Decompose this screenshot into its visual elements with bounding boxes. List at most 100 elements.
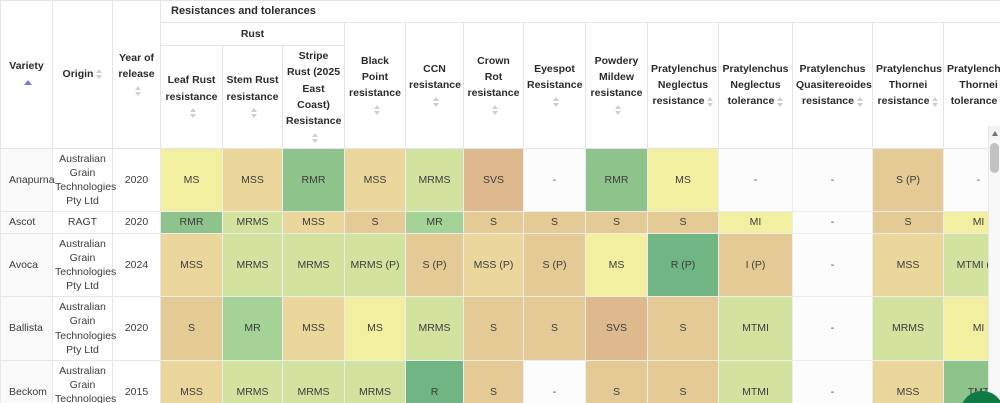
variety-cell: Ballista (0, 296, 53, 361)
sort-icon (932, 96, 939, 107)
column-header-pratylenchus-thornei-tolerance[interactable]: Pratylenchus Thornei tolerance (942, 22, 1000, 149)
rating-cell: MRMS (222, 211, 283, 234)
sort-asc-icon (24, 80, 32, 86)
rating-cell: MTMI (718, 359, 793, 403)
sort-icon (312, 132, 318, 143)
rating-cell: MSS (160, 232, 223, 298)
column-header-pratylenchus-neglectus-resistance[interactable]: Pratylenchus Neglectus resistance (647, 22, 719, 149)
rating-cell: - (792, 232, 873, 298)
rating-cell: MS (585, 232, 648, 298)
group-header-rust: Rust (160, 22, 345, 47)
rating-cell: RMR (585, 147, 648, 213)
origin-cell: Australian Grain Technologies Pty Ltd (52, 147, 116, 213)
chevron-up-icon (991, 130, 998, 136)
rating-cell: MRMS (P) (344, 232, 406, 298)
column-header-variety[interactable]: Variety (0, 0, 53, 149)
rating-cell: MRMS (344, 359, 406, 403)
rating-cell: SVS (585, 296, 648, 361)
column-header-eyespot[interactable]: Eyespot Resistance (523, 22, 586, 149)
vertical-scrollbar[interactable] (988, 126, 1000, 403)
rating-cell: S (647, 211, 719, 234)
rating-cell: MSS (222, 147, 283, 213)
column-header-pratylenchus-quasitereoides-resistance[interactable]: Pratylenchus Quasitereoides resistance (792, 22, 873, 149)
rating-cell: MSS (160, 359, 223, 403)
group-header-resistances-and-tolerances: Resistances and tolerances (159, 0, 1000, 24)
rating-cell: MTMI (718, 296, 793, 361)
column-header-label: Powdery Mildew resistance (590, 54, 643, 100)
column-header-label: Pratylenchus Thornei resistance (876, 62, 942, 108)
rating-cell: S (647, 359, 719, 403)
rating-cell: MSS (872, 232, 944, 298)
table-row: Avoca Australian Grain Technologies Pty L… (0, 232, 1000, 298)
sort-icon (251, 108, 257, 119)
year-cell: 2024 (112, 232, 161, 298)
rating-cell: MSS (P) (463, 232, 524, 298)
column-header-origin[interactable]: Origin (52, 0, 113, 149)
sort-icon (433, 96, 439, 107)
column-header-stripe-rust[interactable]: Stripe Rust (2025 East Coast) Resistance (282, 45, 345, 149)
column-header-label: Stem Rust resistance (226, 74, 279, 103)
year-cell: 2015 (112, 359, 161, 403)
column-header-label: Pratylenchus Thornei tolerance (947, 62, 1000, 108)
rating-cell: RMR (282, 147, 345, 213)
rating-cell: MRMS (222, 232, 283, 298)
rating-cell: MSS (872, 359, 944, 403)
column-header-label: Crown Rot resistance (467, 54, 520, 100)
column-header-label: Origin (62, 68, 94, 81)
rating-cell: S (872, 211, 944, 234)
rating-cell: MS (647, 147, 719, 213)
rating-cell: MI (942, 211, 1000, 234)
column-header-stem-rust[interactable]: Stem Rust resistance (222, 45, 283, 149)
rating-cell: S (P) (872, 147, 944, 213)
sort-icon (96, 69, 103, 80)
rating-cell: MS (344, 296, 406, 361)
rating-cell: S (463, 359, 524, 403)
sort-icon (856, 96, 863, 107)
rating-cell: S (647, 296, 719, 361)
column-header-label: Pratylenchus Quasitereoides resistance (796, 62, 872, 108)
column-header-leaf-rust[interactable]: Leaf Rust resistance (160, 45, 223, 149)
rating-cell: MRMS (872, 296, 944, 361)
column-header-year-of-release[interactable]: Year of release (112, 0, 161, 149)
rating-cell: MSS (282, 211, 345, 234)
rating-cell: MI (718, 211, 793, 234)
scroll-up-button[interactable] (989, 126, 1000, 140)
rating-cell: MRMS (405, 296, 464, 361)
rating-cell: RMR (160, 211, 223, 234)
rating-cell: R (405, 359, 464, 403)
column-header-black-point[interactable]: Black Point resistance (344, 22, 406, 149)
table-body: Anapurna Australian Grain Technologies Pt… (0, 147, 1000, 403)
sort-icon (707, 96, 714, 107)
header-row-subgroups: Rust Black Point resistance CCN resistan… (1, 22, 1000, 149)
origin-cell: Australian Grain Technologies Pty Ltd (52, 359, 116, 403)
header-row-groups: Variety Origin Year of release Resistanc… (0, 0, 1000, 149)
rating-cell: - (523, 147, 586, 213)
rating-cell: S (523, 211, 586, 234)
rating-cell: MRMS (282, 359, 345, 403)
chat-fab-button[interactable] (960, 391, 1000, 403)
table-row: Anapurna Australian Grain Technologies Pt… (0, 147, 1000, 213)
year-cell: 2020 (112, 211, 161, 234)
sort-icon (373, 104, 380, 115)
scrollbar-thumb[interactable] (990, 143, 999, 173)
column-header-powdery-mildew[interactable]: Powdery Mildew resistance (585, 22, 648, 149)
column-header-label: Stripe Rust (2025 East Coast) Resistance (286, 50, 342, 128)
column-header-pratylenchus-thornei-resistance[interactable]: Pratylenchus Thornei resistance (872, 22, 944, 149)
column-header-crown-rot[interactable]: Crown Rot resistance (463, 22, 524, 149)
column-header-label: Pratylenchus Neglectus tolerance (722, 62, 789, 108)
column-header-label: Black Point resistance (349, 54, 401, 100)
rating-cell: S (P) (523, 232, 586, 298)
sort-icon (553, 96, 559, 107)
rating-cell: S (523, 296, 586, 361)
rating-cell: MR (222, 296, 283, 361)
column-header-pratylenchus-neglectus-tolerance[interactable]: Pratylenchus Neglectus tolerance (718, 22, 793, 149)
rating-cell: - (792, 211, 873, 234)
rating-cell: S (585, 359, 648, 403)
origin-cell: Australian Grain Technologies Pty Ltd (52, 296, 116, 361)
rating-cell: - (792, 296, 873, 361)
column-header-ccn[interactable]: CCN resistance (405, 22, 464, 149)
sort-icon (135, 85, 141, 96)
header-row-rust-columns: Leaf Rust resistance Stem Rust resistanc… (1, 45, 1000, 149)
